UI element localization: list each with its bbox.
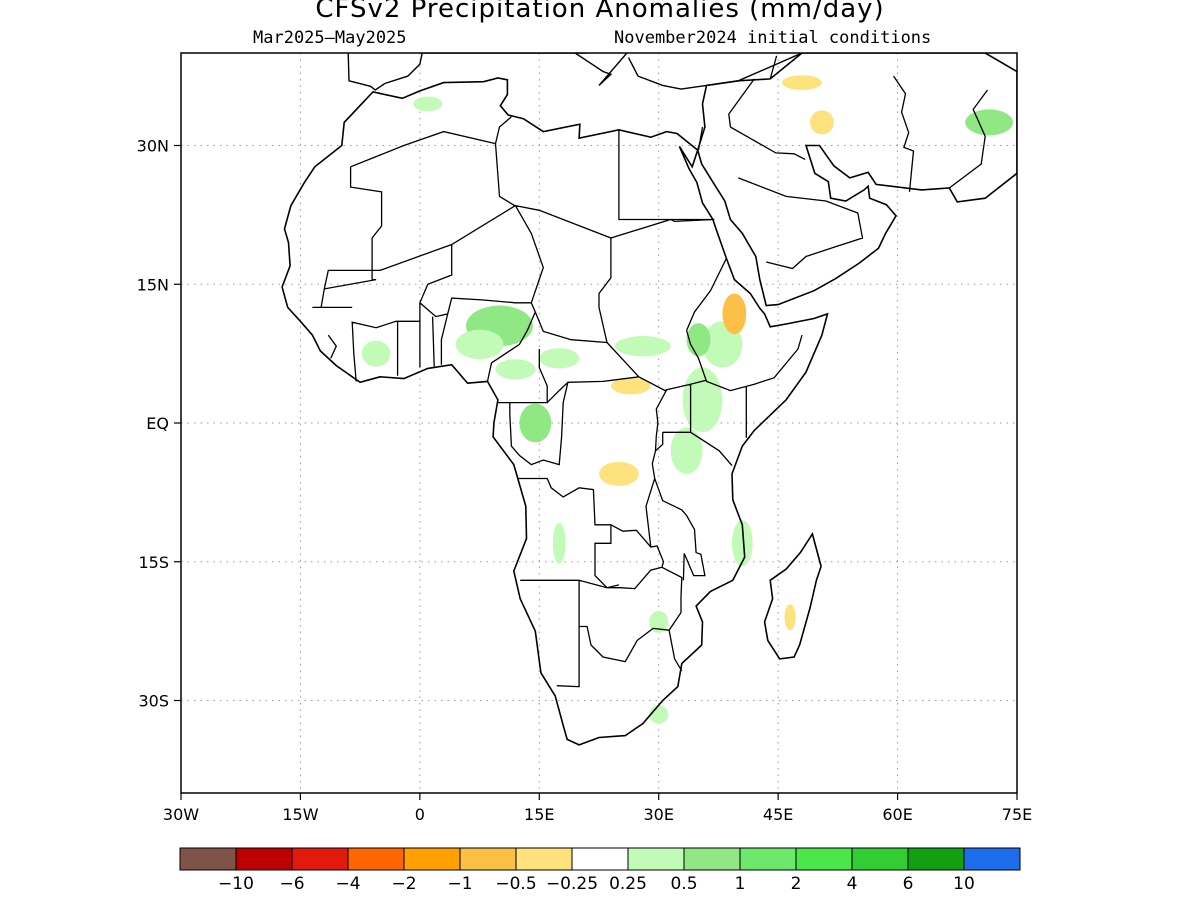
colorbar-label-1: −6	[279, 874, 304, 894]
map-title: CFSv2 Precipitation Anomalies (mm/day)	[315, 0, 885, 24]
x-tick-label-4: 30E	[643, 805, 673, 824]
colorbar-swatch-6	[515, 847, 573, 871]
colorbar-swatch-7	[571, 847, 629, 871]
colorbar-label-11: 4	[847, 874, 858, 894]
anomaly-region-1	[455, 329, 504, 360]
country-borders	[312, 55, 989, 688]
y-tick-label-3: 15S	[138, 553, 169, 572]
colorbar-label-8: 0.5	[670, 874, 697, 894]
anomaly-region-12	[722, 293, 747, 335]
colorbar-label-7: 0.25	[609, 874, 647, 894]
anomaly-region-15	[965, 109, 1014, 136]
anomaly-region-9	[686, 323, 711, 357]
y-tick-label-4: 30S	[138, 692, 169, 711]
colorbar-label-10: 2	[791, 874, 802, 894]
colorbar-swatch-4	[403, 847, 461, 871]
colorbar-label-2: −4	[335, 874, 360, 894]
anomaly-region-10	[610, 377, 651, 395]
colorbar-swatch-8	[627, 847, 685, 871]
anomaly-shading	[361, 75, 1014, 724]
coastlines-and-borders	[281, 53, 1017, 746]
gridlines	[181, 53, 1017, 793]
colorbar-label-12: 6	[903, 874, 914, 894]
anomaly-region-6	[614, 336, 671, 357]
anomaly-region-20	[649, 705, 669, 724]
colorbar-swatch-3	[347, 847, 405, 871]
anomaly-region-21	[784, 604, 796, 631]
x-tick-label-0: 30W	[163, 805, 199, 824]
colorbar-swatch-0	[179, 847, 237, 871]
anomaly-region-17	[731, 520, 753, 567]
madagascar-coastline	[763, 532, 822, 660]
anomaly-region-3	[495, 359, 536, 380]
y-tick-label-0: 30N	[137, 137, 169, 156]
anomaly-region-14	[809, 110, 834, 135]
colorbar-swatch-2	[291, 847, 349, 871]
x-tick-label-6: 60E	[882, 805, 912, 824]
anomaly-region-11	[599, 461, 639, 486]
y-tick-label-1: 15N	[137, 275, 169, 294]
colorbar-swatch-9	[683, 847, 741, 871]
colorbar-swatch-13	[907, 847, 965, 871]
anomaly-region-7	[682, 367, 723, 433]
anomaly-region-19	[649, 610, 669, 633]
colorbar-swatch-1	[235, 847, 293, 871]
europe-coastline	[347, 53, 804, 91]
colorbar-label-4: −1	[447, 874, 472, 894]
y-tick-label-2: EQ	[146, 414, 169, 433]
x-tick-label-5: 45E	[763, 805, 793, 824]
plot-frame	[180, 52, 1018, 794]
colorbar-label-6: −0.25	[546, 874, 598, 894]
colorbar-label-5: −0.5	[495, 874, 536, 894]
anomaly-region-18	[670, 427, 703, 474]
anomaly-region-5	[519, 403, 552, 443]
colorbar-label-9: 1	[735, 874, 746, 894]
anomaly-region-22	[413, 96, 443, 112]
x-tick-label-2: 0	[415, 805, 425, 824]
colorbar-swatch-12	[851, 847, 909, 871]
colorbar-label-0: −10	[218, 874, 254, 894]
anomaly-region-13	[782, 75, 822, 90]
colorbar-swatch-5	[459, 847, 517, 871]
anomaly-region-4	[539, 348, 580, 369]
colorbar: −10 −6 −4 −2 −1 −0.5 −0.25 0.25 0.5 1 2 4 6 10	[179, 847, 1021, 894]
colorbar-label-13: 10	[953, 874, 975, 894]
anomaly-region-2	[361, 340, 391, 367]
colorbar-label-3: −2	[391, 874, 416, 894]
anomaly-region-16	[552, 522, 566, 564]
x-tick-label-7: 75E	[1002, 805, 1032, 824]
colorbar-swatch-14	[963, 847, 1021, 871]
africa-coastline	[281, 77, 829, 746]
axis-ticks: 30W 15W 0 15E 30E 45E 60E 75E 30N 15N EQ 15S 30S	[137, 137, 1033, 825]
forecast-period: Mar2025–May2025	[253, 28, 407, 48]
x-tick-label-1: 15W	[282, 805, 318, 824]
colorbar-swatch-11	[795, 847, 853, 871]
colorbar-swatch-10	[739, 847, 797, 871]
arabia-coastline	[696, 53, 1017, 307]
x-tick-label-3: 15E	[524, 805, 554, 824]
initial-conditions: November2024 initial conditions	[614, 28, 932, 48]
